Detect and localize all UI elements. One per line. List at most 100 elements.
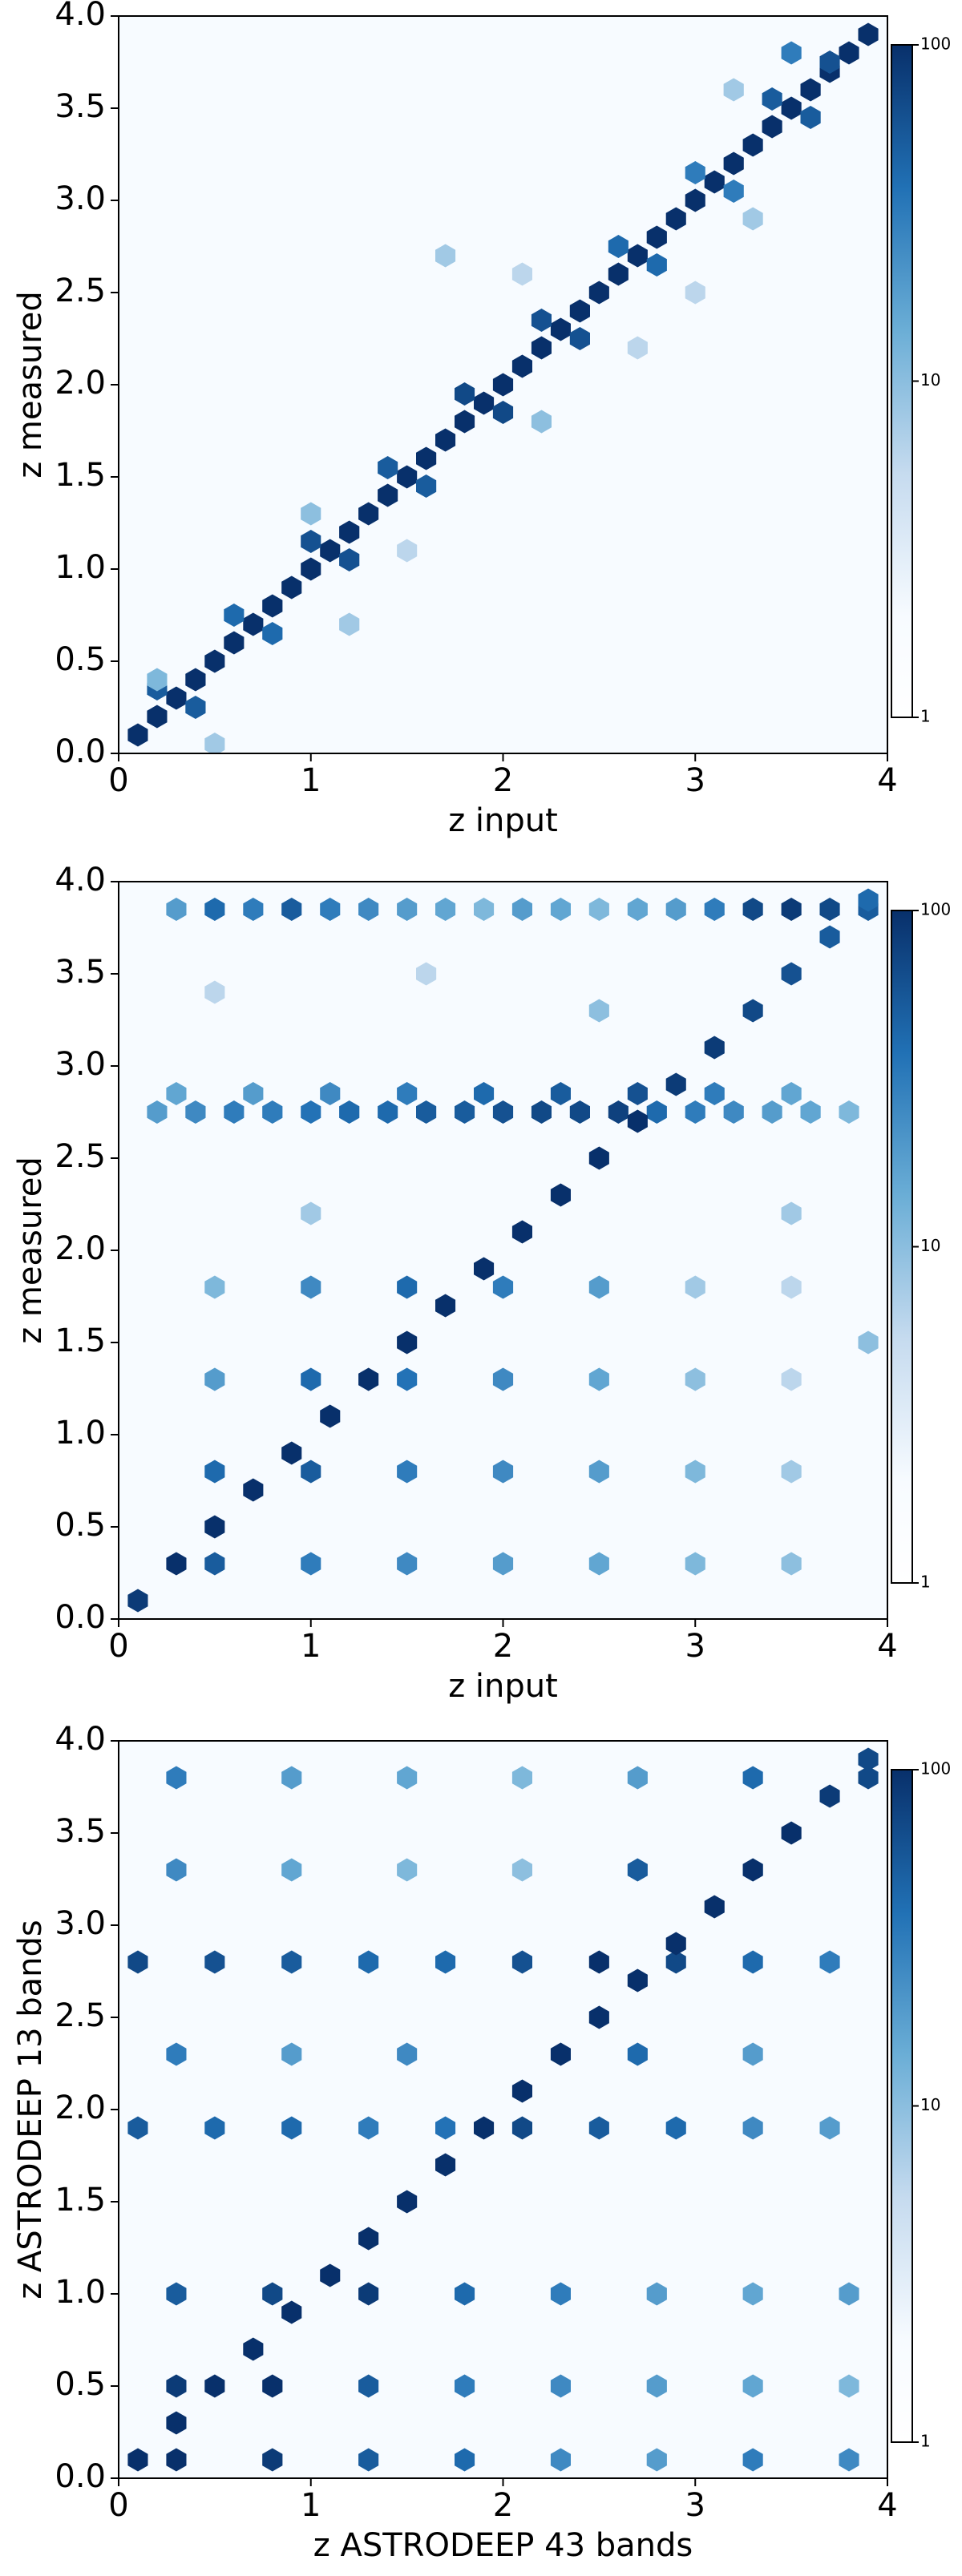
hex-cell	[492, 401, 514, 424]
hex-cell	[531, 309, 552, 332]
y-tick-label: 0.5	[55, 2366, 106, 2403]
hex-cell	[455, 1100, 475, 1124]
hex-cell	[358, 2116, 379, 2140]
hex-cell	[627, 1968, 648, 1993]
hex-cell	[204, 980, 225, 1004]
hex-cell	[455, 2448, 475, 2472]
hex-cell	[127, 723, 148, 747]
hex-cell	[301, 1552, 321, 1576]
hex-cell	[204, 733, 225, 753]
hex-cell	[127, 2116, 148, 2140]
hex-cell	[839, 2282, 859, 2306]
hex-cell	[281, 1950, 302, 1974]
hex-cell	[781, 1082, 802, 1105]
hex-cell	[147, 705, 168, 729]
hex-cell	[781, 1821, 802, 1845]
hex-cell	[588, 1146, 609, 1170]
hex-cell	[339, 1100, 360, 1124]
hex-cell	[397, 539, 418, 563]
hex-cell	[742, 2042, 763, 2066]
hex-cell	[435, 2116, 456, 2140]
hex-cell	[281, 2042, 302, 2066]
hex-cell	[511, 1220, 532, 1244]
hex-cell	[781, 41, 802, 65]
hex-cell	[858, 22, 879, 46]
hex-cell	[166, 2374, 187, 2398]
hex-cell	[435, 2153, 456, 2177]
hex-cell	[262, 2374, 283, 2398]
hex-cell	[147, 668, 168, 692]
y-tick-label: 3.5	[55, 88, 106, 125]
hex-cell	[378, 483, 398, 507]
hex-cell	[588, 1275, 609, 1299]
hex-cell	[204, 1460, 225, 1484]
y-tick-label: 1.5	[55, 1322, 106, 1359]
hex-cell	[397, 1766, 418, 1790]
hex-cells	[127, 22, 879, 753]
hex-cell	[646, 1100, 667, 1124]
hex-cell	[127, 1589, 148, 1613]
hex-cell	[646, 253, 667, 277]
hex-cell	[569, 299, 590, 323]
hex-cell	[569, 327, 590, 350]
hex-cell	[665, 898, 686, 921]
hex-cell	[627, 2042, 648, 2066]
hex-cell	[742, 207, 763, 231]
hex-cell	[665, 1932, 686, 1956]
hex-cell	[320, 898, 341, 921]
hex-cell	[358, 1950, 379, 1974]
hex-cell	[474, 1257, 495, 1281]
hex-cell	[262, 622, 283, 645]
hex-cell	[281, 575, 302, 600]
hex-cell	[185, 668, 206, 692]
plot-background	[119, 1741, 887, 2478]
hex-cell	[397, 1460, 418, 1484]
hex-cell	[550, 317, 571, 341]
hex-cell	[320, 2263, 341, 2287]
y-tick-label: 0.0	[55, 1599, 106, 1636]
hex-cell	[358, 2448, 379, 2472]
hex-cell	[704, 898, 725, 921]
hex-cell	[531, 336, 552, 360]
x-tick-label: 0	[108, 762, 128, 799]
y-tick-label: 1.0	[55, 1415, 106, 1452]
hex-cell	[358, 2227, 379, 2251]
hex-cell	[588, 281, 609, 305]
hex-cell	[301, 557, 321, 581]
hex-cell	[781, 962, 802, 986]
hex-cell	[435, 1950, 456, 1974]
hex-cell	[301, 1275, 321, 1299]
hex-cell	[204, 1367, 225, 1391]
hex-cell	[646, 225, 667, 249]
hex-cell	[378, 1100, 398, 1124]
hex-cell	[511, 2116, 532, 2140]
hex-cell	[723, 78, 744, 102]
y-axis-label: z ASTRODEEP 13 bands	[12, 1920, 49, 2299]
hex-cell	[627, 1109, 648, 1133]
y-tick-label: 0.0	[55, 733, 106, 770]
hex-cell	[358, 1367, 379, 1391]
hex-cell	[301, 1460, 321, 1484]
hex-cell	[262, 1100, 283, 1124]
hex-cell	[550, 2448, 571, 2472]
hex-cell	[762, 1100, 782, 1124]
hex-cell	[511, 1950, 532, 1974]
hex-cell	[416, 474, 437, 498]
hex-cell	[358, 502, 379, 526]
colorbar-tick-label: 10	[920, 370, 940, 390]
hex-cell	[397, 1330, 418, 1355]
hex-cell	[492, 1100, 514, 1124]
hex-cell	[435, 1294, 456, 1318]
hex-cell	[781, 1460, 802, 1484]
hex-cell	[127, 2448, 148, 2472]
hex-cell	[166, 1766, 187, 1790]
hex-cell	[474, 2116, 495, 2140]
x-tick-label: 1	[301, 2487, 321, 2524]
hex-cell	[320, 539, 341, 563]
colorbar-tick-label: 100	[920, 900, 951, 919]
y-axis-label: z measured	[12, 291, 49, 478]
hex-cell	[185, 1100, 206, 1124]
hex-cell	[608, 262, 629, 286]
hex-cell	[281, 1766, 302, 1790]
hex-cell	[723, 151, 744, 176]
